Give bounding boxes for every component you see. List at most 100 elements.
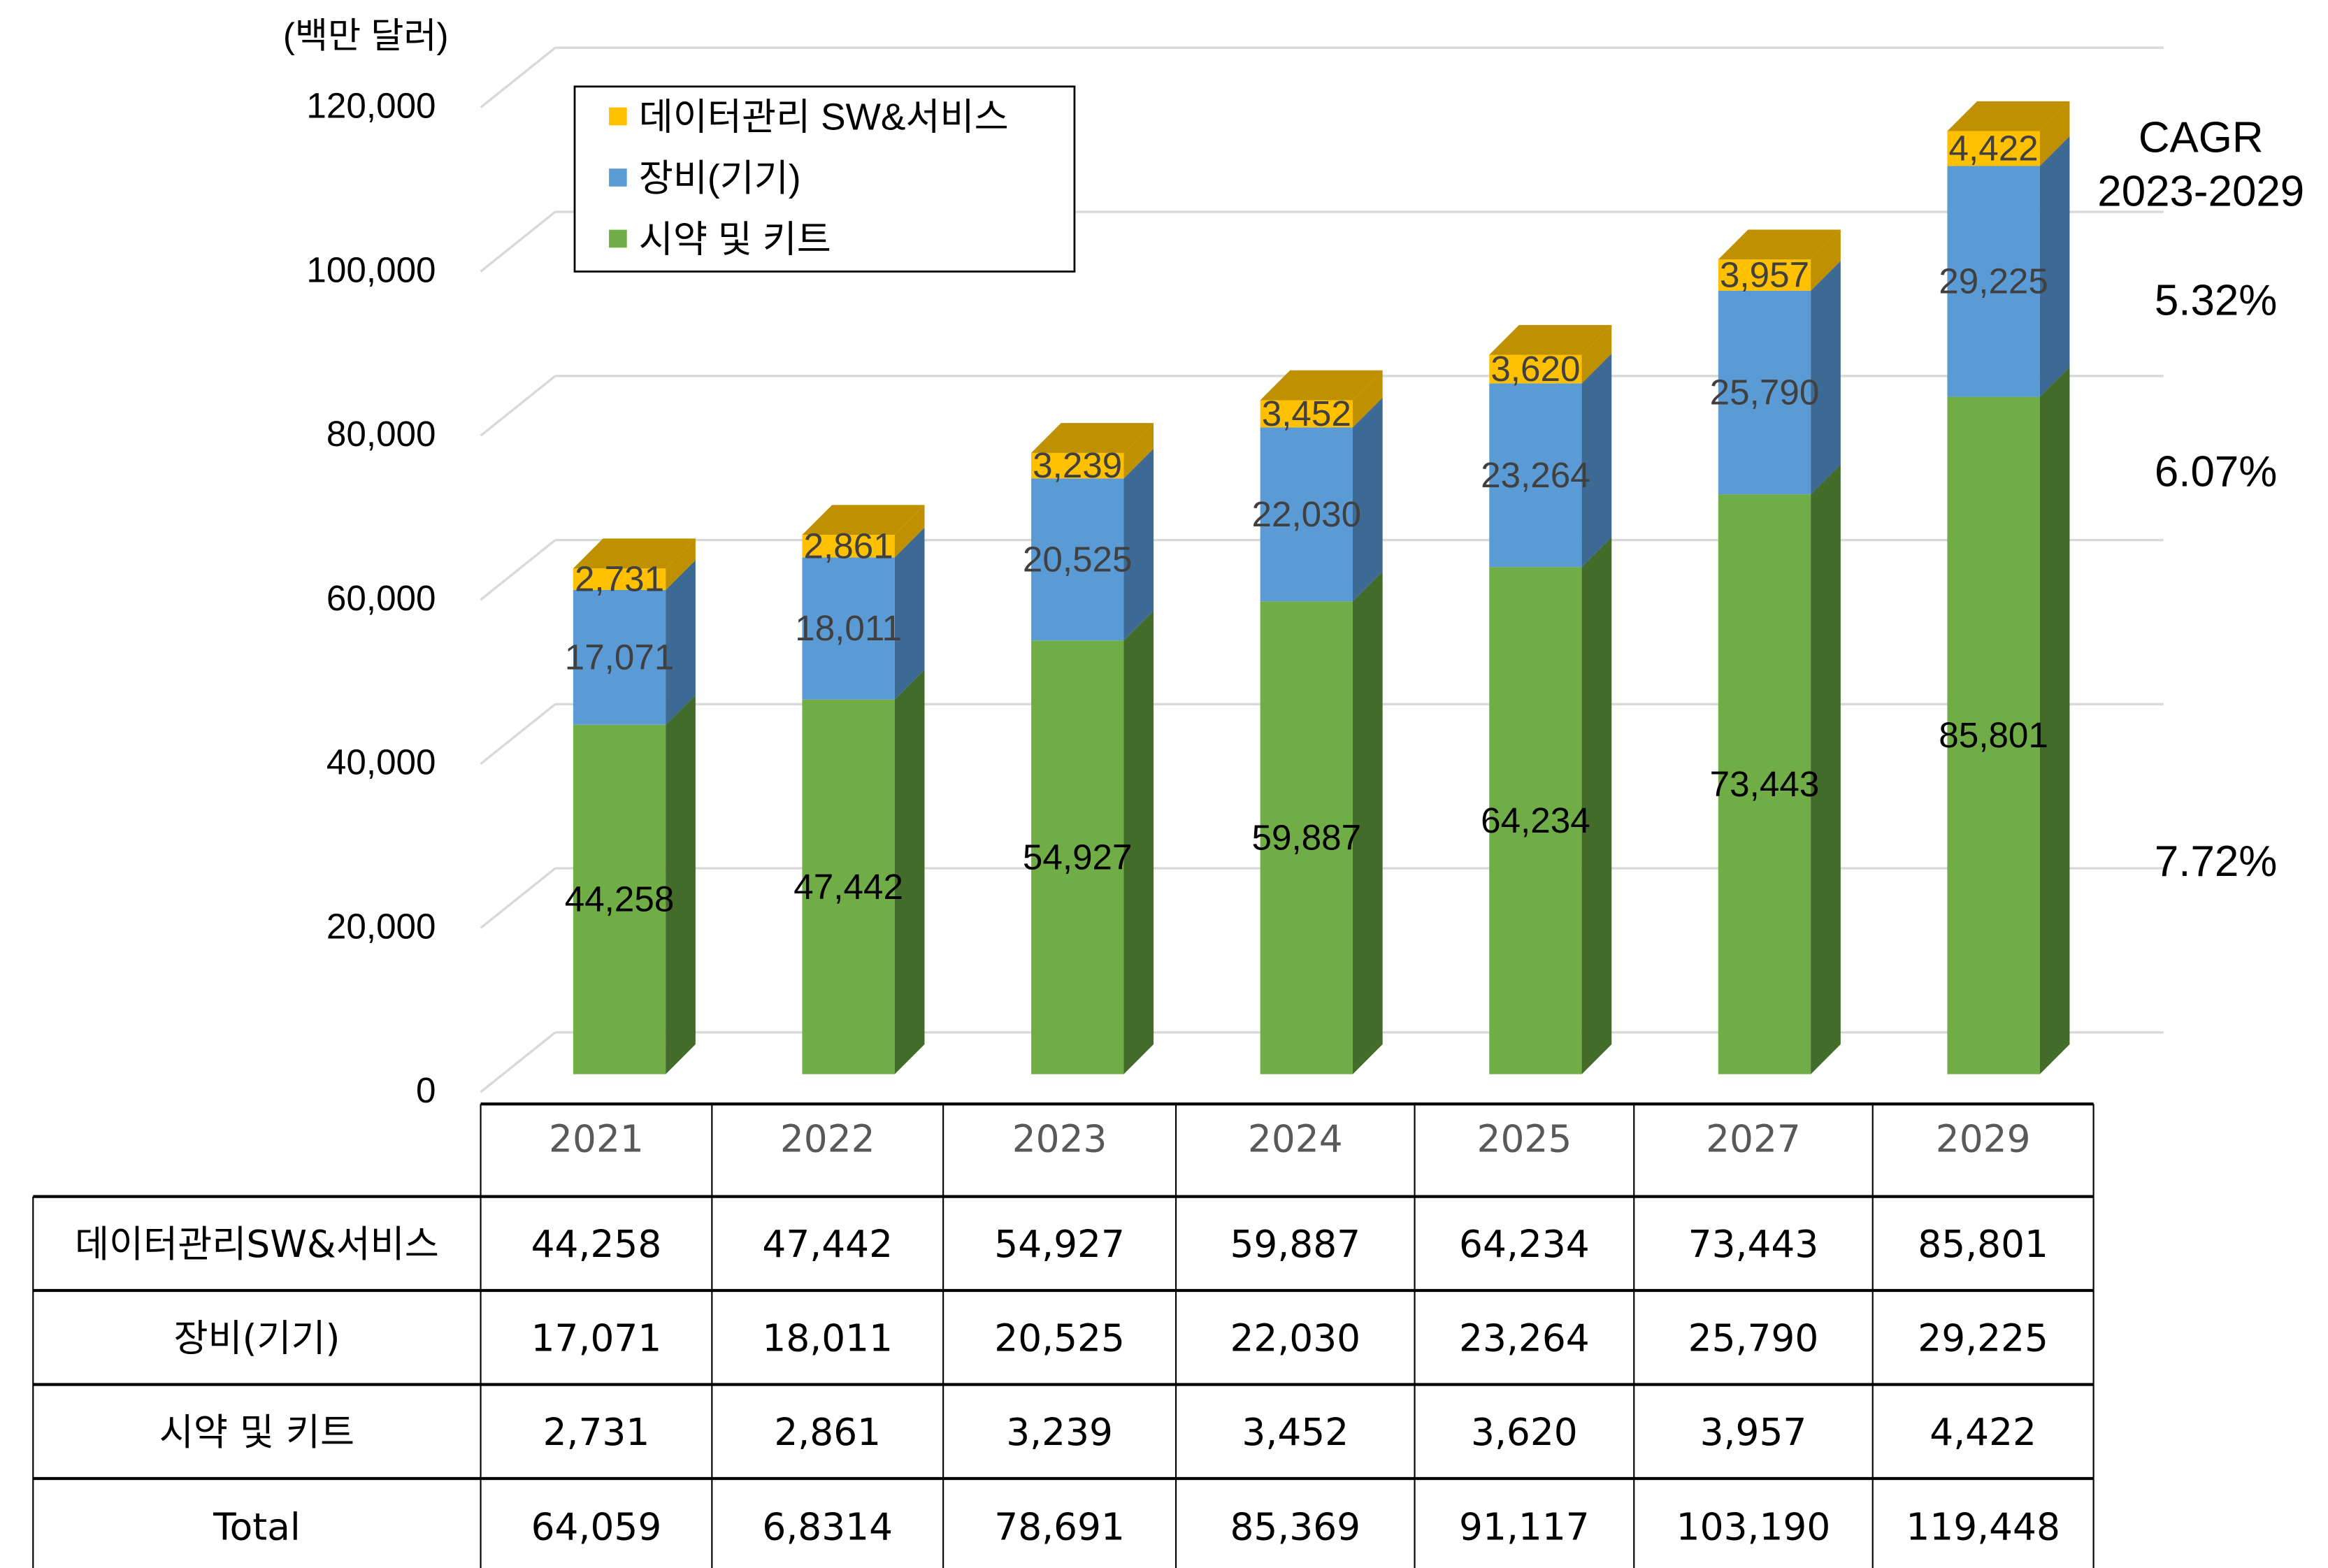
legend-label: 시약 및 키트 <box>639 220 831 261</box>
table-column-header: 2024 <box>1248 1117 1343 1161</box>
bar-side <box>666 695 696 1074</box>
table-cell: 23,264 <box>1459 1316 1590 1360</box>
bar-side <box>666 560 696 725</box>
bar-top <box>1031 423 1154 453</box>
gridline-diagonal <box>480 210 556 273</box>
data-label: 59,887 <box>1251 817 1361 857</box>
gridline-diagonal <box>480 867 556 929</box>
bar-segment <box>1718 259 1811 291</box>
gridline-diagonal <box>480 375 556 437</box>
legend-label: 데이터관리 SW&서비스 <box>639 97 1009 138</box>
bar-stack-2029 <box>1947 101 2070 1074</box>
cagr-title: CAGR <box>2139 114 2264 162</box>
bar-top <box>802 505 925 535</box>
table-column-header: 2027 <box>1706 1117 1801 1161</box>
data-label: 85,801 <box>1939 715 2048 755</box>
bar-segment <box>1489 354 1582 384</box>
table-cell: 25,790 <box>1688 1316 1819 1360</box>
bar-segment <box>573 568 666 590</box>
legend-swatch <box>609 107 627 126</box>
table-cell: 17,071 <box>531 1316 662 1360</box>
table-cell: 2,861 <box>774 1410 881 1454</box>
data-label: 4,422 <box>1949 129 2039 168</box>
unit-label: (백만 달러) <box>283 15 449 55</box>
table-row-label: 장비(기기) <box>173 1316 340 1360</box>
cagr-annotation: CAGR 2023-2029 5.32% 6.07% 7.72% <box>2097 114 2304 886</box>
bar-segment <box>1489 567 1582 1074</box>
y-tick-label: 80,000 <box>326 414 436 454</box>
bar-side <box>2039 366 2070 1074</box>
bar-segment <box>802 699 895 1074</box>
bar-segment <box>1260 427 1353 602</box>
table-cell: 59,887 <box>1230 1222 1360 1266</box>
data-label: 20,525 <box>1023 539 1133 579</box>
table-cell: 20,525 <box>994 1316 1125 1360</box>
table-cell: 47,442 <box>762 1222 893 1266</box>
bar-top <box>1718 229 1841 260</box>
bar-segment <box>1031 452 1124 479</box>
bar-segment <box>1031 640 1124 1074</box>
bar-stack-2024 <box>1260 370 1383 1074</box>
bars <box>573 101 2070 1074</box>
table-cell: 18,011 <box>762 1316 893 1360</box>
table-cell: 3,239 <box>1006 1410 1113 1454</box>
bar-stack-2023 <box>1031 423 1154 1074</box>
bar-side <box>894 505 925 558</box>
bar-stack-2027 <box>1718 229 1841 1074</box>
data-label: 17,071 <box>565 637 675 677</box>
gridline-diagonal <box>480 703 556 765</box>
data-label: 22,030 <box>1251 494 1361 534</box>
table-cell: 44,258 <box>531 1222 662 1266</box>
y-tick-label: 100,000 <box>306 250 436 289</box>
bar-side <box>1811 229 1841 291</box>
data-table: 2021 2022 2023 2024 2025 2027 2029 데이터관리SW&서비스 4… <box>32 1102 2095 1568</box>
y-axis-ticks: 0 20,000 40,000 60,000 80,000 100,000 120,000 <box>306 86 436 1111</box>
bar-segment <box>573 589 666 725</box>
bar-segment <box>573 724 666 1074</box>
bar-segment <box>1947 166 2040 397</box>
gridline-diagonal <box>480 539 556 601</box>
cagr-value: 5.32% <box>2155 276 2277 324</box>
bar-stack-2021 <box>573 538 696 1074</box>
table-cell: 85,801 <box>1918 1222 2048 1266</box>
table-column-header: 2021 <box>549 1117 644 1161</box>
table-cell: 22,030 <box>1230 1316 1360 1360</box>
data-label: 3,957 <box>1720 255 1809 295</box>
bar-side <box>1811 464 1841 1074</box>
table-cell: 85,369 <box>1230 1504 1360 1548</box>
bar-side <box>1123 448 1154 641</box>
table-cell: 3,957 <box>1700 1410 1807 1454</box>
bar-stack-2025 <box>1489 324 1612 1074</box>
data-label: 3,239 <box>1033 445 1122 485</box>
data-labels: 44,258 17,071 2,731 47,442 18,011 2,861 54,927… <box>565 129 2048 919</box>
table-column-header: 2022 <box>780 1117 875 1161</box>
data-label: 3,620 <box>1490 349 1580 389</box>
bar-side <box>1123 610 1154 1074</box>
bar-side <box>1581 324 1612 384</box>
table-row-label: 시약 및 키트 <box>159 1410 354 1454</box>
y-tick-label: 60,000 <box>326 578 436 618</box>
table-cell: 4,422 <box>1930 1410 2036 1454</box>
gridline-diagonal <box>480 1031 556 1093</box>
data-label: 29,225 <box>1939 261 2048 301</box>
bar-side <box>666 538 696 590</box>
table-cell: 78,691 <box>994 1504 1125 1548</box>
table-row-label: Total <box>213 1504 301 1548</box>
bar-segment <box>802 557 895 700</box>
bar-segment <box>1031 478 1124 641</box>
legend-swatch <box>609 229 627 248</box>
bar-top <box>1947 101 2070 131</box>
data-label: 44,258 <box>565 879 675 919</box>
data-label: 73,443 <box>1710 764 1820 804</box>
cagr-period: 2023-2029 <box>2097 168 2304 216</box>
bar-side <box>1352 397 1383 602</box>
bar-side <box>2039 101 2070 166</box>
table-cell: 3,452 <box>1242 1410 1349 1454</box>
bar-segment <box>1947 396 2040 1074</box>
table-cell: 54,927 <box>994 1222 1125 1266</box>
bar-side <box>1581 537 1612 1074</box>
legend-box <box>573 85 1076 273</box>
table-column-header: 2025 <box>1477 1117 1572 1161</box>
